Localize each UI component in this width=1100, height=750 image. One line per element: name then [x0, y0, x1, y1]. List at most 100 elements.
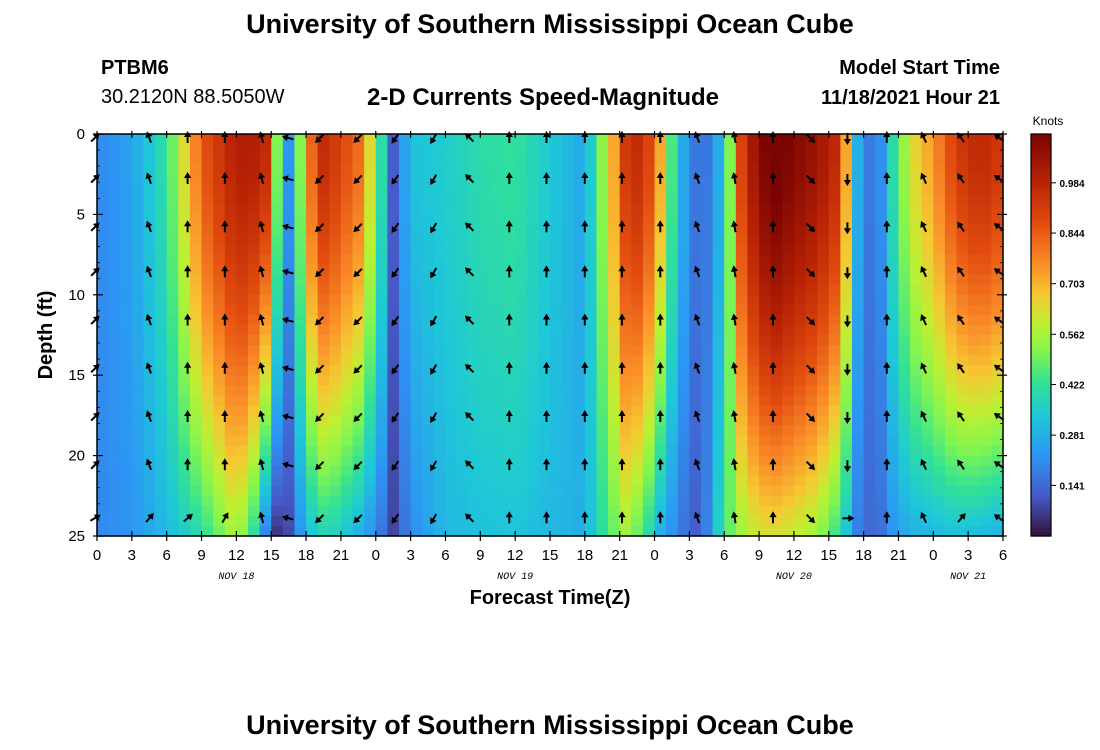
- heatmap-cell: [689, 405, 702, 416]
- heatmap-cell: [178, 355, 191, 366]
- heatmap-cell: [457, 415, 470, 427]
- current-arrow: [464, 315, 475, 325]
- arrow-head: [505, 172, 513, 178]
- heatmap-cell: [282, 224, 296, 236]
- heatmap-cell: [329, 244, 342, 256]
- heatmap-cell: [782, 435, 795, 447]
- heatmap-cell: [968, 385, 981, 396]
- heatmap-cell: [294, 465, 307, 477]
- heatmap-cell: [410, 385, 423, 396]
- heatmap-cell: [271, 224, 284, 236]
- arrow-head: [656, 265, 664, 272]
- arrow-head: [693, 265, 701, 273]
- heatmap-cell: [468, 335, 481, 346]
- heatmap-cell: [340, 435, 354, 447]
- heatmap-cell: [666, 224, 679, 236]
- heatmap-cell: [654, 435, 667, 447]
- heatmap-cell: [677, 455, 690, 467]
- heatmap-cell: [213, 184, 226, 195]
- heatmap-cell: [189, 485, 203, 497]
- heatmap-cell: [759, 174, 772, 185]
- heatmap-cell: [410, 224, 423, 236]
- heatmap-cell: [399, 495, 412, 507]
- heatmap-cell: [910, 375, 923, 386]
- heatmap-cell: [387, 385, 400, 396]
- heatmap-cell: [689, 304, 702, 316]
- heatmap-cell: [445, 154, 458, 165]
- heatmap-cell: [131, 445, 145, 457]
- colorbar-swatch: [1031, 174, 1051, 179]
- heatmap-cell: [979, 184, 992, 195]
- heatmap-cell: [712, 335, 725, 346]
- heatmap-cell: [468, 184, 481, 195]
- heatmap-cell: [340, 505, 354, 517]
- heatmap-cell: [120, 485, 133, 497]
- heatmap-cell: [120, 445, 133, 457]
- heatmap-cell: [491, 234, 505, 246]
- heatmap-cell: [294, 495, 307, 507]
- heatmap-cell: [526, 405, 539, 416]
- y-tick-label: 20: [68, 448, 85, 465]
- heatmap-cell: [933, 415, 946, 427]
- heatmap-cell: [166, 144, 179, 155]
- heatmap-cell: [608, 134, 621, 145]
- heatmap-cell: [956, 164, 969, 175]
- heatmap-cell: [120, 164, 133, 175]
- colorbar-swatch: [1031, 142, 1051, 147]
- heatmap-cell: [399, 134, 412, 145]
- heatmap-cell: [422, 144, 435, 155]
- current-arrow: [281, 316, 294, 324]
- heatmap-cell: [433, 485, 447, 497]
- heatmap-cell: [515, 224, 528, 236]
- heatmap-cell: [410, 134, 423, 145]
- heatmap-cell: [701, 134, 714, 145]
- x-axis-label: Forecast Time(Z): [470, 587, 631, 609]
- heatmap-cell: [108, 214, 121, 226]
- heatmap-cell: [933, 525, 946, 537]
- heatmap-cell: [898, 475, 911, 487]
- heatmap-cell: [143, 304, 156, 316]
- heatmap-cell: [677, 274, 690, 286]
- heatmap-cell: [677, 345, 690, 356]
- heatmap-cell: [701, 365, 714, 376]
- heatmap-cell: [735, 204, 749, 215]
- heatmap-cell: [979, 224, 992, 236]
- heatmap-cell: [410, 204, 423, 215]
- heatmap-cell: [875, 314, 888, 326]
- heatmap-cell: [701, 264, 714, 276]
- heatmap-cell: [97, 304, 110, 316]
- heatmap-cell: [654, 475, 667, 487]
- heatmap-cell: [979, 515, 992, 527]
- heatmap-cell: [201, 274, 214, 286]
- heatmap-cell: [608, 355, 621, 366]
- colorbar-swatch: [1031, 306, 1051, 312]
- heatmap-cell: [213, 465, 226, 477]
- heatmap-cell: [457, 204, 470, 215]
- heatmap-cell: [608, 425, 621, 437]
- heatmap-cell: [596, 435, 609, 447]
- heatmap-cell: [236, 475, 249, 487]
- heatmap-cell: [166, 425, 179, 437]
- heatmap-cell: [131, 144, 145, 155]
- colorbar-swatch: [1031, 455, 1051, 461]
- heatmap-cell: [944, 134, 958, 145]
- heatmap-cell: [445, 324, 458, 336]
- heatmap-cell: [596, 505, 609, 517]
- heatmap-cell: [503, 254, 516, 266]
- heatmap-cell: [642, 365, 656, 376]
- heatmap-cell: [329, 264, 342, 276]
- arrow-head: [957, 363, 964, 371]
- heatmap-cell: [178, 294, 191, 306]
- heatmap-cell: [457, 324, 470, 336]
- heatmap-cell: [677, 204, 690, 215]
- heatmap-cell: [550, 184, 563, 195]
- current-arrow: [843, 267, 851, 280]
- heatmap-cell: [968, 485, 981, 497]
- heatmap-cell: [805, 475, 818, 487]
- heatmap-cell: [282, 425, 296, 437]
- heatmap-cell: [944, 445, 958, 457]
- heatmap-cell: [596, 355, 609, 366]
- arrow-head: [258, 511, 266, 519]
- heatmap-cell: [735, 345, 749, 356]
- heatmap-cell: [166, 515, 179, 527]
